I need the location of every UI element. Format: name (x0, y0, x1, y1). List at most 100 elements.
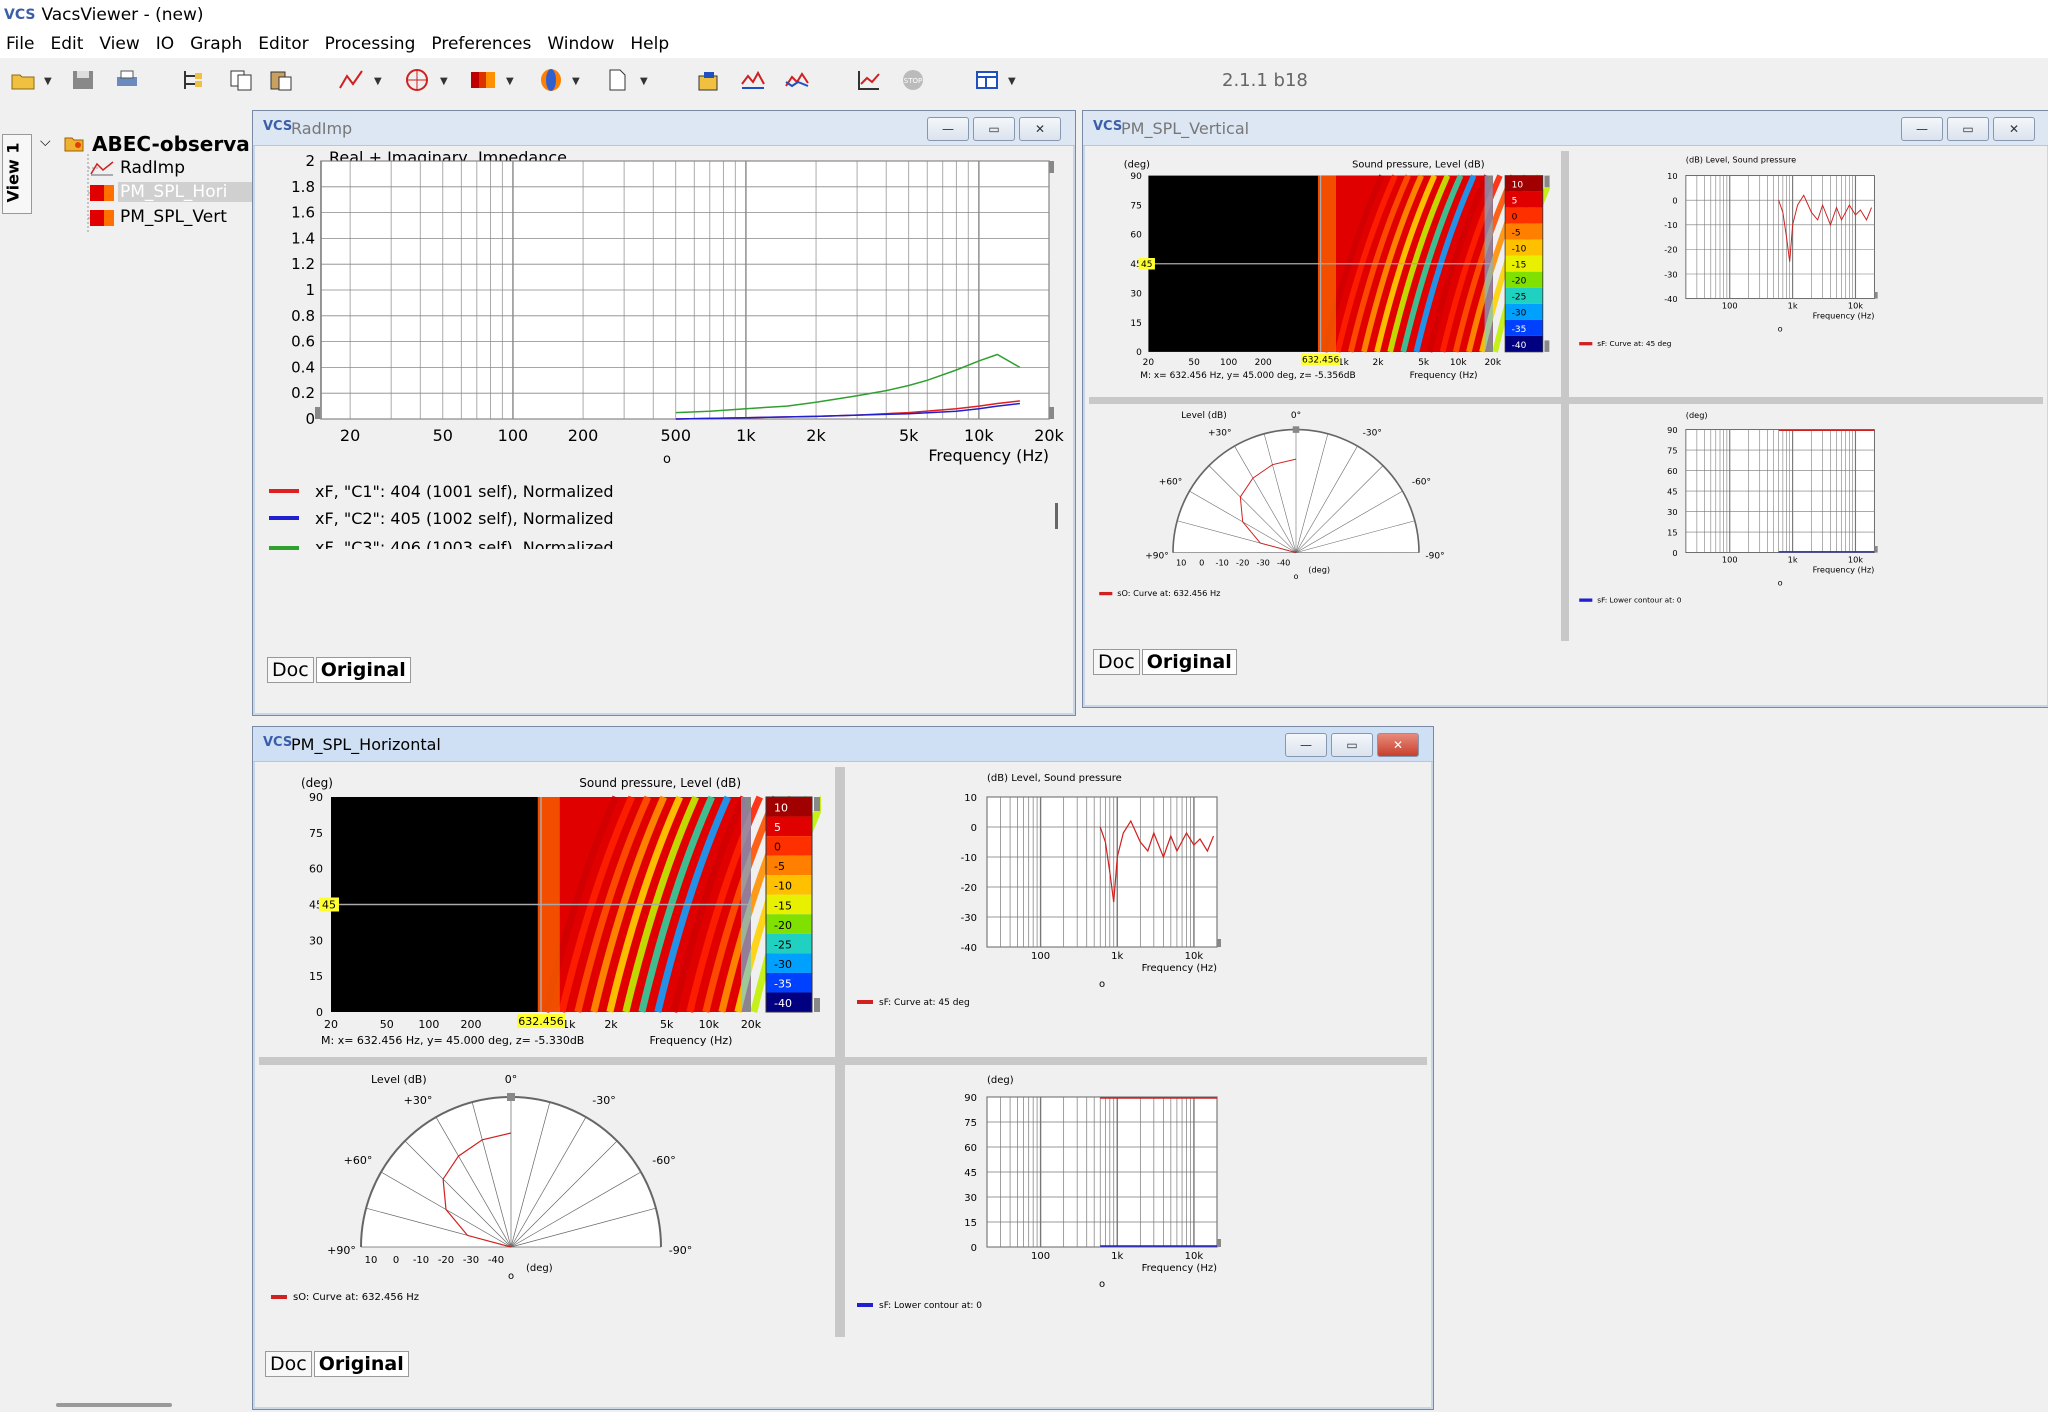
colorbar-handle[interactable] (1544, 175, 1550, 188)
chevron-down-icon[interactable]: ⌵ (40, 134, 51, 150)
contourline-y-label: (deg) (987, 1075, 1014, 1086)
contour-plot[interactable]: (deg) Sound pressure, Level (dB) 90 75 60 45 3… (261, 767, 821, 1047)
colorbar-handle[interactable] (814, 998, 820, 1012)
contour-dropdown-icon[interactable]: ▼ (506, 76, 514, 87)
layout-dropdown-icon[interactable]: ▼ (1008, 76, 1016, 87)
close-button[interactable]: ✕ (1019, 117, 1061, 141)
tab-doc[interactable]: Doc (265, 1351, 312, 1377)
maximize-button[interactable]: ▭ (973, 117, 1015, 141)
sidebar-scrollbar[interactable] (56, 1403, 172, 1407)
polar-r-label: 0 (393, 1255, 399, 1266)
polar-plot[interactable]: Level (dB) 0° -30° +30° +60° -60° +90° -90° 10 0 -… (1091, 405, 1550, 618)
menu-file[interactable]: File (6, 34, 35, 54)
menu-window[interactable]: Window (547, 34, 615, 54)
radimp-plot[interactable]: Real + Imaginary, Impedance21.81.61.41.2… (259, 151, 1067, 671)
save-icon[interactable] (70, 68, 96, 92)
vertical-titlebar[interactable]: VCS PM_SPL_Vertical — ▭ ✕ (1083, 111, 2048, 146)
axis-handle[interactable] (1217, 1239, 1221, 1247)
maximize-button[interactable]: ▭ (1947, 117, 1989, 141)
line-graph-dropdown-icon[interactable]: ▼ (374, 76, 382, 87)
open-dropdown-icon[interactable]: ▼ (44, 76, 52, 87)
print-icon[interactable] (114, 68, 140, 92)
tree-item-pm-spl-hori[interactable]: PM_SPL_Hori (118, 182, 282, 202)
menu-view[interactable]: View (99, 34, 140, 54)
menu-edit[interactable]: Edit (50, 34, 84, 54)
axis-handle[interactable] (315, 407, 320, 419)
contour-map-icon[interactable] (470, 68, 496, 92)
axis-handle[interactable] (1487, 175, 1493, 186)
menu-io[interactable]: IO (155, 34, 175, 54)
legend-scrollbar[interactable] (1055, 503, 1058, 529)
balloon-dropdown-icon[interactable]: ▼ (572, 76, 580, 87)
splitter-vertical[interactable] (835, 767, 845, 1337)
export-icon[interactable] (696, 68, 722, 92)
menu-processing[interactable]: Processing (324, 34, 416, 54)
minimize-button[interactable]: — (1285, 733, 1327, 757)
tab-original[interactable]: Original (313, 1351, 409, 1377)
colorbar-swatch (766, 933, 812, 954)
tab-original[interactable]: Original (315, 657, 411, 683)
axis-handle[interactable] (1874, 292, 1878, 299)
axis-handle[interactable] (1049, 407, 1054, 419)
splitter-horizontal[interactable] (259, 1057, 1427, 1065)
contour-plot[interactable]: (deg) Sound pressure, Level (dB) 90 75 60 45 3… (1091, 151, 1551, 381)
tab-original[interactable]: Original (1141, 649, 1237, 675)
tree-item-pm-spl-vert[interactable]: PM_SPL_Vert (120, 207, 227, 227)
minimize-button[interactable]: — (927, 117, 969, 141)
y-tick-label: 90 (309, 791, 323, 804)
copy-icon[interactable] (228, 68, 254, 92)
overlay-icon[interactable] (784, 68, 810, 92)
close-button[interactable]: ✕ (1377, 733, 1419, 757)
axis-handle[interactable] (745, 1000, 751, 1012)
axis-handle[interactable] (1217, 939, 1221, 947)
axis-handle[interactable] (1049, 161, 1054, 173)
paste-icon[interactable] (268, 68, 294, 92)
stop-icon[interactable]: STOP (900, 68, 926, 92)
polar-plot[interactable]: Level (dB) 0° -30° +30° +60° -60° +90° -90° 10 0 -… (261, 1067, 821, 1327)
y-tick-label: 30 (1130, 289, 1142, 299)
axis-handle[interactable] (1874, 546, 1878, 553)
splitter-vertical[interactable] (1561, 151, 1570, 641)
tree-item-radimp[interactable]: RadImp (120, 158, 186, 178)
colorbar-handle[interactable] (814, 797, 820, 811)
close-button[interactable]: ✕ (1993, 117, 2035, 141)
y-tick-label: 0 (305, 410, 315, 428)
splitter-horizontal[interactable] (1089, 397, 2043, 404)
menu-preferences[interactable]: Preferences (431, 34, 532, 54)
radimp-titlebar[interactable]: VCS RadImp — ▭ ✕ (253, 111, 1075, 146)
tab-doc[interactable]: Doc (1093, 649, 1140, 675)
x-tick-label: 100 (1722, 300, 1738, 310)
page-dropdown-icon[interactable]: ▼ (640, 76, 648, 87)
colorbar-handle[interactable] (1544, 340, 1550, 352)
axis-handle[interactable] (507, 1093, 515, 1101)
line-graph-icon[interactable] (338, 68, 364, 92)
blank-page-icon[interactable] (604, 68, 630, 92)
polar-dropdown-icon[interactable]: ▼ (440, 76, 448, 87)
minimize-button[interactable]: — (1901, 117, 1943, 141)
process-icon[interactable] (740, 68, 766, 92)
tree-icon[interactable] (180, 68, 206, 92)
chart-add-icon[interactable] (856, 68, 882, 92)
menu-editor[interactable]: Editor (258, 34, 309, 54)
tab-doc[interactable]: Doc (267, 657, 314, 683)
horizontal-titlebar[interactable]: VCS PM_SPL_Horizontal — ▭ ✕ (253, 727, 1433, 762)
axis-handle[interactable] (745, 797, 751, 809)
x-tick-label: 2k (604, 1018, 618, 1031)
polar-graph-icon[interactable] (404, 68, 430, 92)
balloon-icon[interactable] (538, 68, 564, 92)
menu-help[interactable]: Help (630, 34, 670, 54)
view-tab-label: View 1 (3, 142, 23, 203)
window-layout-icon[interactable] (974, 68, 1000, 92)
maximize-button[interactable]: ▭ (1331, 733, 1373, 757)
menu-graph[interactable]: Graph (190, 34, 243, 54)
open-folder-icon[interactable] (10, 68, 36, 92)
view-tab[interactable]: View 1 (2, 134, 32, 214)
spl-plot[interactable]: (dB) Level, Sound pressure100-10-20-30-4… (1571, 151, 1932, 348)
axis-handle[interactable] (1487, 342, 1493, 352)
axis-handle[interactable] (1292, 426, 1300, 434)
colorbar-label: -5 (774, 860, 785, 873)
spl-plot[interactable]: (dB) Level, Sound pressure100-10-20-30-4… (847, 767, 1287, 1007)
tree-root[interactable]: ABEC-observa (92, 132, 250, 156)
